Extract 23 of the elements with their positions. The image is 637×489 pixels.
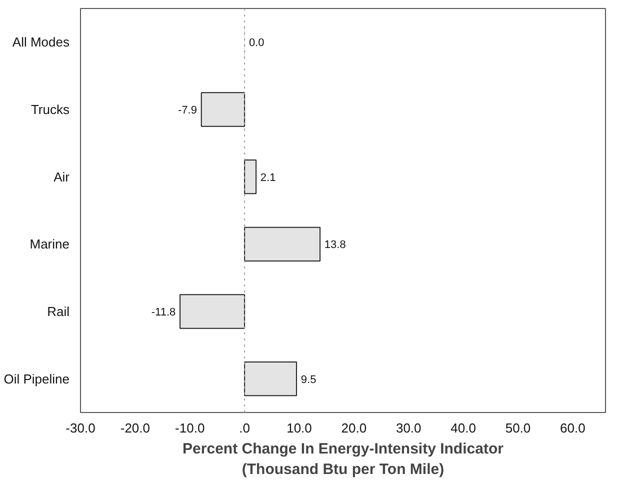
x-tick-label: 40.0 [450,420,476,436]
y-tick-label: Air [54,169,70,184]
x-tick-label: .0 [239,420,250,436]
data-label: -7.9 [178,104,197,116]
y-tick-label: Marine [30,236,70,252]
data-label: 13.8 [324,239,346,252]
x-tick-label: -20.0 [120,420,150,436]
data-label: 2.1 [260,172,276,184]
data-label: 0.0 [248,37,264,50]
x-axis-title: Percent Change In Energy-Intensity Indicator (Thousand Btu per Ton Mile) [182,440,504,478]
y-tick-label: Oil Pipeline [4,371,70,386]
data-label: 9.5 [300,374,316,386]
y-tick-label: Rail [47,304,70,319]
y-tick-label: All Modes [12,34,70,50]
x-tick-label: 60.0 [560,420,586,436]
data-label: -11.8 [151,306,176,318]
x-tick-label: -10.0 [175,420,205,436]
x-tick-label: 10.0 [286,420,312,436]
x-tick-label: 50.0 [505,420,531,436]
x-tick-label: 20.0 [341,420,367,436]
x-tick-label: 30.0 [396,420,422,436]
y-tick-label: Trucks [30,102,70,117]
x-tick-label: -30.0 [66,420,96,436]
